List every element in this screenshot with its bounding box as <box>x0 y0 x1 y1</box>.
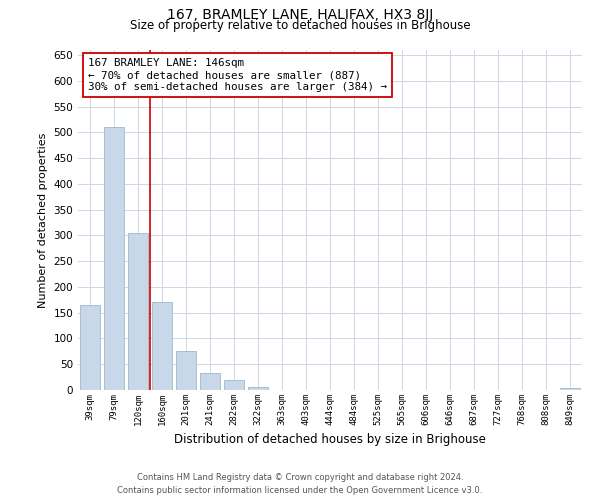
Bar <box>176 351 196 390</box>
Bar <box>104 128 124 390</box>
X-axis label: Distribution of detached houses by size in Brighouse: Distribution of detached houses by size … <box>174 434 486 446</box>
Bar <box>128 233 148 390</box>
Text: 167 BRAMLEY LANE: 146sqm
← 70% of detached houses are smaller (887)
30% of semi-: 167 BRAMLEY LANE: 146sqm ← 70% of detach… <box>88 58 387 92</box>
Bar <box>152 302 172 390</box>
Y-axis label: Number of detached properties: Number of detached properties <box>38 132 48 308</box>
Bar <box>200 373 220 390</box>
Text: Size of property relative to detached houses in Brighouse: Size of property relative to detached ho… <box>130 18 470 32</box>
Text: 167, BRAMLEY LANE, HALIFAX, HX3 8JJ: 167, BRAMLEY LANE, HALIFAX, HX3 8JJ <box>167 8 433 22</box>
Bar <box>560 388 580 390</box>
Bar <box>224 380 244 390</box>
Bar <box>248 388 268 390</box>
Text: Contains HM Land Registry data © Crown copyright and database right 2024.
Contai: Contains HM Land Registry data © Crown c… <box>118 474 482 495</box>
Bar <box>80 305 100 390</box>
